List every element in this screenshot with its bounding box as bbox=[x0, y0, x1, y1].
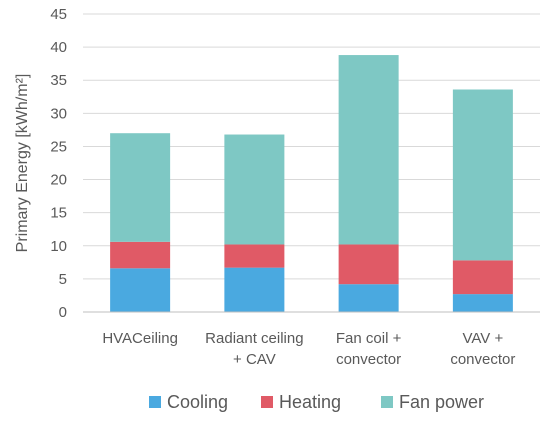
bar-fan-power bbox=[110, 133, 171, 242]
x-tick-label: Radiant ceiling + CAV bbox=[205, 330, 303, 368]
y-tick-label: 45 bbox=[50, 6, 67, 23]
legend-item-cooling: Cooling bbox=[149, 392, 228, 412]
legend-swatch bbox=[149, 396, 161, 408]
legend-label: Fan power bbox=[399, 392, 484, 412]
x-axis-ticks: HVACeiling Radiant ceiling + CAV Fan coil +… bbox=[102, 330, 515, 368]
x-tick-label: HVACeiling bbox=[102, 330, 178, 347]
y-axis-label: Primary Energy [kWh/m²] bbox=[14, 74, 31, 253]
bar-heating bbox=[452, 260, 513, 295]
x-tick-label: Fan coil + convector bbox=[336, 330, 402, 368]
y-axis-ticks: 0 5 10 15 20 25 30 35 40 45 bbox=[50, 6, 67, 321]
y-tick-label: 5 bbox=[59, 271, 67, 288]
bar-heating bbox=[224, 244, 285, 268]
legend: Cooling Heating Fan power bbox=[149, 392, 484, 412]
y-tick-label: 30 bbox=[50, 105, 67, 122]
legend-swatch bbox=[261, 396, 273, 408]
x-tick-label: VAV + convector bbox=[450, 330, 515, 368]
bar-heating bbox=[110, 241, 171, 269]
y-tick-label: 25 bbox=[50, 138, 67, 155]
legend-label: Heating bbox=[279, 392, 341, 412]
y-tick-label: 20 bbox=[50, 172, 67, 189]
y-tick-label: 40 bbox=[50, 39, 67, 56]
bar-heating bbox=[338, 244, 399, 285]
legend-item-fan-power: Fan power bbox=[381, 392, 484, 412]
bar-fan-power bbox=[224, 134, 285, 245]
y-tick-label: 15 bbox=[50, 205, 67, 222]
y-tick-label: 0 bbox=[59, 304, 67, 321]
bar-cooling bbox=[452, 294, 513, 312]
bar-cooling bbox=[338, 284, 399, 312]
legend-swatch bbox=[381, 396, 393, 408]
bar-fan-power bbox=[452, 89, 513, 261]
y-tick-label: 10 bbox=[50, 238, 67, 255]
bar-fan-power bbox=[338, 55, 399, 245]
bars bbox=[110, 55, 513, 312]
bar-cooling bbox=[224, 267, 285, 312]
y-tick-label: 35 bbox=[50, 72, 67, 89]
bar-cooling bbox=[110, 268, 171, 312]
legend-item-heating: Heating bbox=[261, 392, 341, 412]
legend-label: Cooling bbox=[167, 392, 228, 412]
